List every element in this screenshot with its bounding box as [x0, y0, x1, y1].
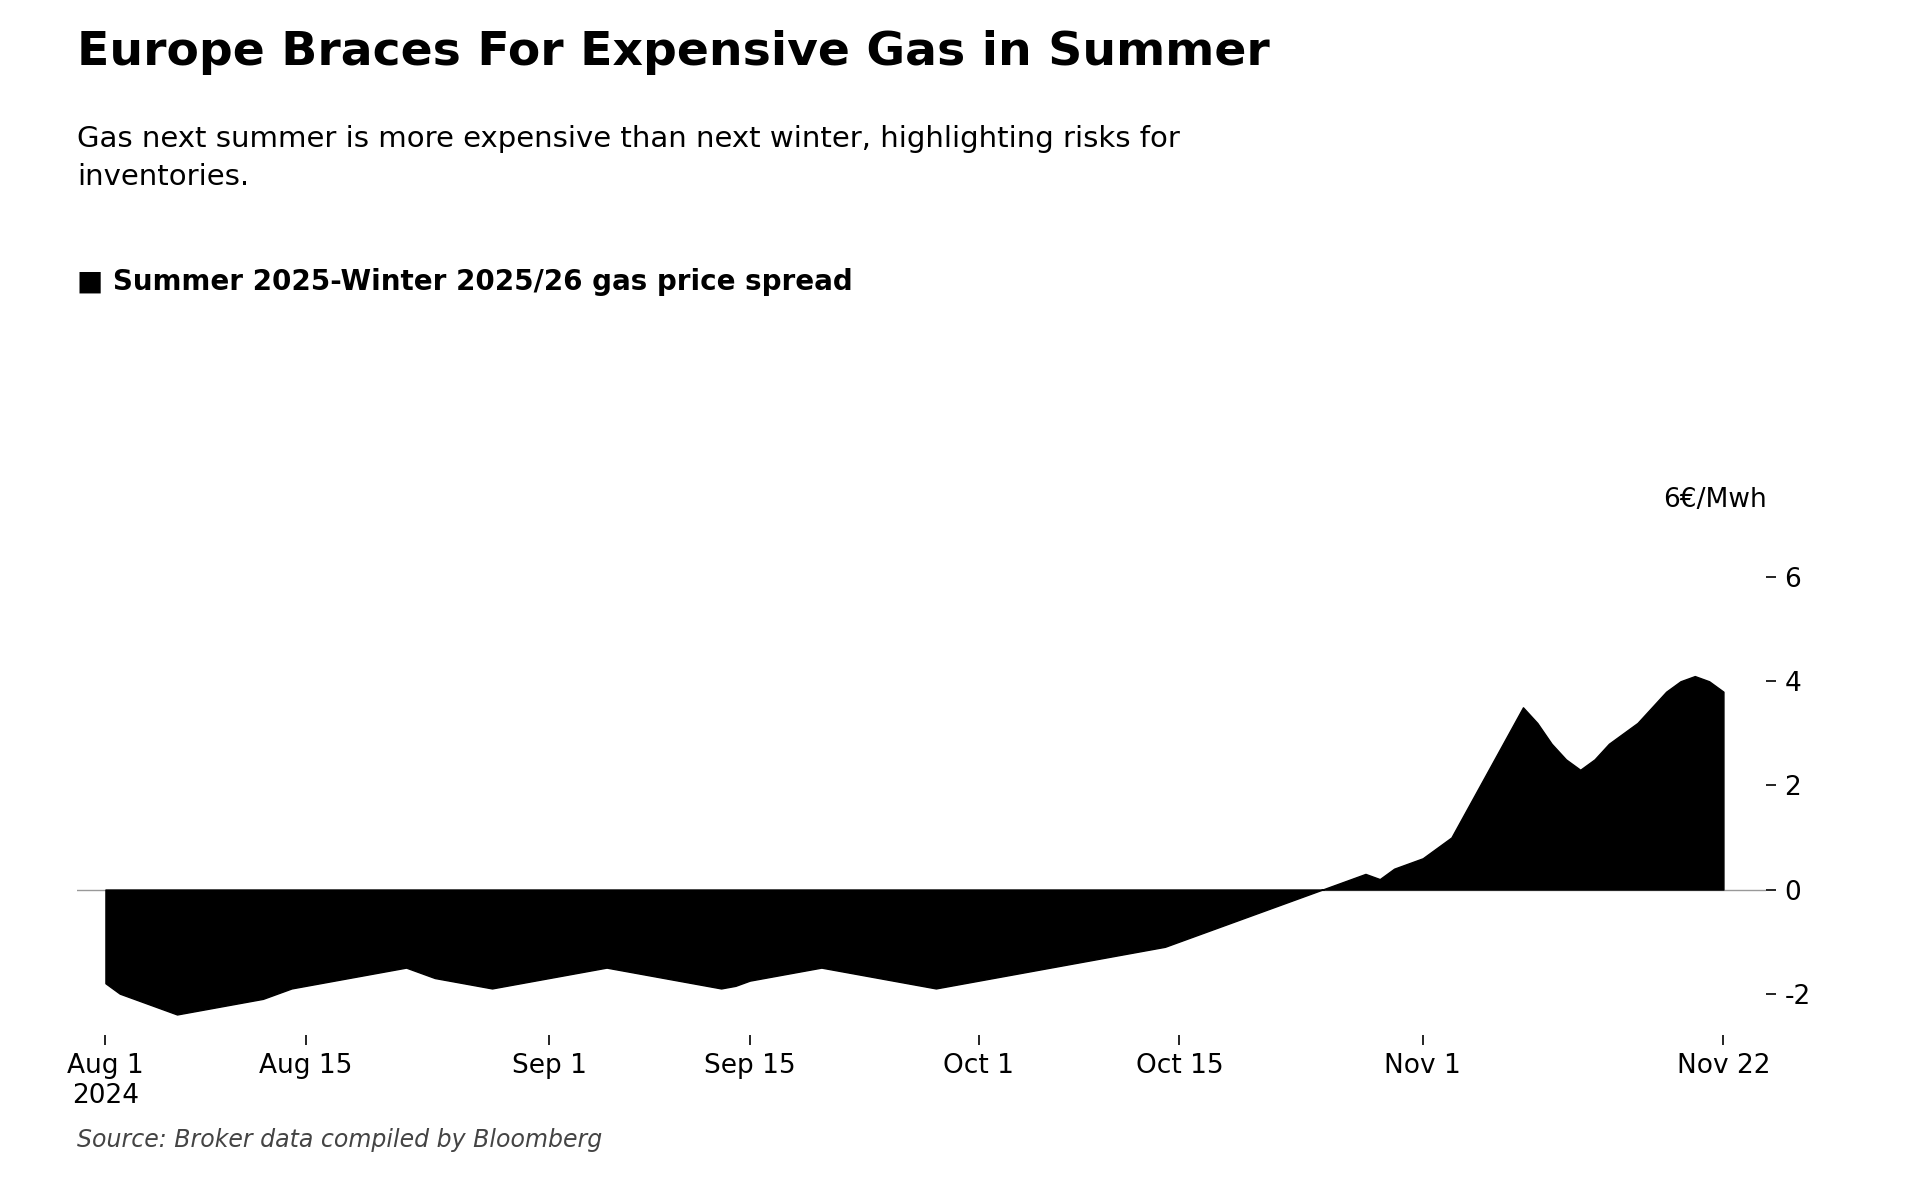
Text: Europe Braces For Expensive Gas in Summer: Europe Braces For Expensive Gas in Summe…	[77, 30, 1269, 75]
Text: ■ Summer 2025-Winter 2025/26 gas price spread: ■ Summer 2025-Winter 2025/26 gas price s…	[77, 268, 852, 296]
Text: Gas next summer is more expensive than next winter, highlighting risks for
inven: Gas next summer is more expensive than n…	[77, 125, 1179, 190]
Text: Source: Broker data compiled by Bloomberg: Source: Broker data compiled by Bloomber…	[77, 1128, 603, 1152]
Text: 6€/Mwh: 6€/Mwh	[1663, 487, 1766, 513]
